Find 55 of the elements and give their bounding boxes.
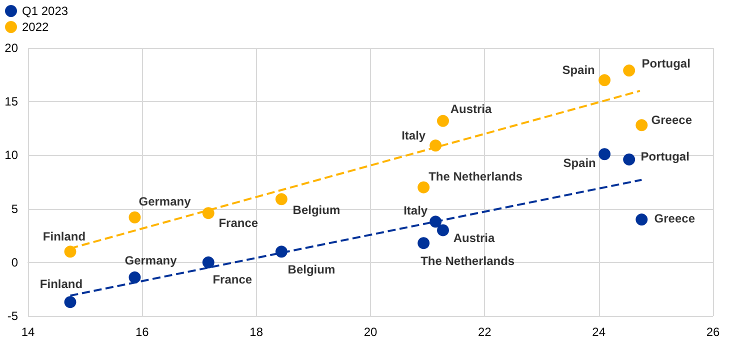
- point: [430, 216, 442, 228]
- point: [418, 181, 430, 194]
- point: [128, 271, 141, 284]
- x-tick-label: 16: [135, 325, 150, 339]
- point: [437, 114, 449, 127]
- point: [598, 74, 611, 86]
- point: [598, 148, 611, 160]
- annotation: Germany: [138, 194, 192, 208]
- annotation: Greece: [651, 113, 692, 128]
- annotation: Spain: [563, 156, 596, 170]
- annotation: Greece: [654, 212, 696, 226]
- annotation: Belgium: [292, 203, 340, 218]
- annotation: France: [218, 216, 258, 230]
- annotation: Italy: [402, 128, 426, 143]
- annotation: Germany: [124, 253, 178, 268]
- point: [418, 237, 430, 250]
- legend-label: Q1 2023: [22, 4, 68, 18]
- point: [202, 256, 214, 268]
- annotation: Portugal: [642, 56, 690, 71]
- y-tick-label: 10: [4, 148, 18, 162]
- point: [128, 211, 141, 224]
- y-tick-label: -5: [7, 309, 18, 323]
- point: [623, 153, 636, 166]
- annotation: Spain: [562, 63, 595, 78]
- annotation: Belgium: [288, 262, 336, 277]
- annotation: The Netherlands: [428, 169, 523, 184]
- point: [275, 193, 288, 206]
- annotation: The Netherlands: [420, 254, 515, 268]
- annotation: Austria: [453, 231, 495, 246]
- y-tick-label: 15: [4, 94, 18, 109]
- x-tick-label: 22: [478, 325, 492, 339]
- annotation: Finland: [42, 230, 86, 244]
- point: [430, 140, 442, 152]
- x-tick-label: 20: [364, 325, 378, 339]
- annotation: Austria: [450, 102, 492, 116]
- x-tick-label: 18: [250, 325, 264, 339]
- y-tick-label: 20: [4, 41, 18, 55]
- annotation: France: [212, 272, 252, 286]
- point: [636, 214, 648, 226]
- annotation: Finland: [40, 277, 83, 292]
- annotation: Portugal: [640, 149, 690, 164]
- point: [64, 246, 76, 258]
- annotation: Italy: [404, 204, 428, 218]
- x-tick-label: 24: [592, 325, 606, 339]
- point: [636, 119, 648, 132]
- y-tick-label: 5: [11, 202, 18, 216]
- y-tick-label: 0: [11, 255, 18, 270]
- point: [275, 246, 288, 258]
- point: [623, 64, 636, 77]
- point: [202, 207, 214, 220]
- x-tick-label: 14: [21, 325, 35, 339]
- point: [437, 224, 449, 236]
- x-tick-label: 26: [706, 325, 720, 339]
- point: [64, 296, 76, 308]
- legend-label: 2022: [22, 20, 50, 34]
